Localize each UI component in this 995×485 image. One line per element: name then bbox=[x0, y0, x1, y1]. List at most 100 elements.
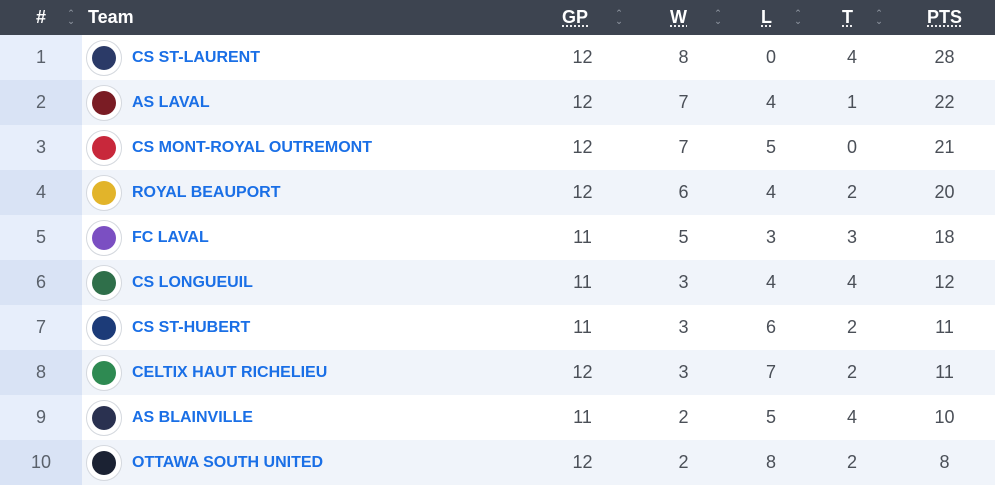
team-logo-icon[interactable] bbox=[86, 399, 122, 436]
rank-cell: 2 bbox=[0, 80, 82, 125]
team-logo-icon[interactable] bbox=[86, 39, 122, 76]
l-cell: 5 bbox=[765, 407, 776, 427]
team-name-link[interactable]: CS ST-LAURENT bbox=[132, 48, 260, 66]
table-row: 9 AS BLAINVILLE 11 2 5 4 10 bbox=[0, 395, 995, 440]
rank-cell: 5 bbox=[0, 215, 82, 260]
team-logo-icon[interactable] bbox=[86, 354, 122, 391]
gp-cell: 11 bbox=[573, 407, 592, 427]
gp-cell: 11 bbox=[573, 272, 592, 292]
pts-cell: 11 bbox=[935, 362, 954, 382]
team-logo-icon[interactable] bbox=[86, 309, 122, 346]
team-crest-icon bbox=[92, 45, 116, 70]
rank-cell: 10 bbox=[0, 440, 82, 485]
sort-icon[interactable]: ⌃ ⌄ bbox=[794, 8, 802, 26]
t-cell: 0 bbox=[846, 137, 857, 157]
w-cell: 6 bbox=[678, 182, 689, 202]
t-column-header[interactable]: T ⌃ ⌄ bbox=[810, 0, 894, 35]
t-cell: 4 bbox=[846, 47, 857, 67]
team-logo-icon[interactable] bbox=[86, 129, 122, 166]
team-name-link[interactable]: FC LAVAL bbox=[132, 228, 209, 246]
gp-cell: 12 bbox=[572, 362, 593, 382]
team-crest-icon bbox=[92, 90, 116, 115]
table-row: 7 CS ST-HUBERT 11 3 6 2 11 bbox=[0, 305, 995, 350]
team-crest-icon bbox=[92, 405, 116, 430]
team-name-link[interactable]: AS LAVAL bbox=[132, 93, 210, 111]
sort-icon[interactable]: ⌃ ⌄ bbox=[67, 8, 75, 26]
l-cell: 8 bbox=[765, 452, 776, 472]
w-column-header[interactable]: W ⌃ ⌄ bbox=[635, 0, 732, 35]
team-logo-icon[interactable] bbox=[86, 84, 122, 121]
team-cell: AS LAVAL bbox=[82, 80, 530, 125]
team-crest-icon bbox=[92, 315, 116, 340]
w-cell: 3 bbox=[678, 362, 689, 382]
team-name-link[interactable]: CS ST-HUBERT bbox=[132, 318, 251, 336]
team-logo-icon[interactable] bbox=[86, 219, 122, 256]
t-cell: 3 bbox=[846, 227, 857, 247]
rank-cell: 6 bbox=[0, 260, 82, 305]
team-cell: OTTAWA SOUTH UNITED bbox=[82, 440, 530, 485]
sort-icon[interactable]: ⌃ ⌄ bbox=[714, 8, 722, 26]
pts-cell: 11 bbox=[935, 317, 954, 337]
sort-icon[interactable]: ⌃ ⌄ bbox=[875, 8, 883, 26]
w-cell: 5 bbox=[678, 227, 689, 247]
gp-cell: 12 bbox=[572, 137, 593, 157]
t-cell: 2 bbox=[846, 362, 857, 382]
pts-cell: 8 bbox=[939, 452, 950, 472]
l-cell: 4 bbox=[765, 92, 776, 112]
team-logo-icon[interactable] bbox=[86, 444, 122, 481]
team-cell: CS ST-LAURENT bbox=[82, 35, 530, 80]
team-name-link[interactable]: OTTAWA SOUTH UNITED bbox=[132, 453, 324, 471]
l-cell: 3 bbox=[765, 227, 776, 247]
pts-cell: 20 bbox=[934, 182, 955, 202]
l-cell: 0 bbox=[765, 47, 776, 67]
l-cell: 4 bbox=[765, 182, 776, 202]
team-crest-icon bbox=[92, 360, 116, 385]
l-cell: 7 bbox=[765, 362, 776, 382]
rank-cell: 4 bbox=[0, 170, 82, 215]
l-cell: 5 bbox=[765, 137, 776, 157]
table-row: 6 CS LONGUEUIL 11 3 4 4 12 bbox=[0, 260, 995, 305]
team-logo-icon[interactable] bbox=[86, 174, 122, 211]
table-row: 5 FC LAVAL 11 5 3 3 18 bbox=[0, 215, 995, 260]
team-header-label: Team bbox=[88, 7, 134, 27]
rank-cell: 1 bbox=[0, 35, 82, 80]
table-row: 4 ROYAL BEAUPORT 12 6 4 2 20 bbox=[0, 170, 995, 215]
l-cell: 4 bbox=[765, 272, 776, 292]
team-name-link[interactable]: AS BLAINVILLE bbox=[132, 408, 253, 426]
team-crest-icon bbox=[92, 135, 116, 160]
w-cell: 3 bbox=[678, 272, 689, 292]
pts-column-header[interactable]: PTS bbox=[894, 0, 995, 35]
table-row: 3 CS MONT-ROYAL OUTREMONT 12 7 5 0 21 bbox=[0, 125, 995, 170]
table-header-row: # ⌃ ⌄ Team GP ⌃ ⌄ W ⌃ ⌄ L ⌃ ⌄ T ⌃ ⌄ bbox=[0, 0, 995, 35]
rank-cell: 9 bbox=[0, 395, 82, 440]
team-cell: CELTIX HAUT RICHELIEU bbox=[82, 350, 530, 395]
team-logo-icon[interactable] bbox=[86, 264, 122, 301]
t-cell: 4 bbox=[846, 272, 857, 292]
gp-header-label: GP bbox=[562, 7, 589, 27]
team-column-header[interactable]: Team bbox=[82, 0, 530, 35]
gp-cell: 11 bbox=[573, 227, 592, 247]
w-cell: 7 bbox=[678, 92, 689, 112]
rank-column-header[interactable]: # ⌃ ⌄ bbox=[0, 0, 82, 35]
gp-cell: 12 bbox=[572, 47, 593, 67]
pts-cell: 10 bbox=[934, 407, 955, 427]
pts-cell: 28 bbox=[934, 47, 955, 67]
gp-column-header[interactable]: GP ⌃ ⌄ bbox=[530, 0, 635, 35]
team-name-link[interactable]: CS MONT-ROYAL OUTREMONT bbox=[132, 138, 373, 156]
team-cell: FC LAVAL bbox=[82, 215, 530, 260]
team-name-link[interactable]: ROYAL BEAUPORT bbox=[132, 183, 281, 201]
rank-cell: 8 bbox=[0, 350, 82, 395]
team-name-link[interactable]: CELTIX HAUT RICHELIEU bbox=[132, 363, 328, 381]
gp-cell: 12 bbox=[572, 92, 593, 112]
team-cell: CS MONT-ROYAL OUTREMONT bbox=[82, 125, 530, 170]
t-cell: 2 bbox=[846, 317, 857, 337]
l-column-header[interactable]: L ⌃ ⌄ bbox=[732, 0, 810, 35]
team-name-link[interactable]: CS LONGUEUIL bbox=[132, 273, 253, 291]
sort-icon[interactable]: ⌃ ⌄ bbox=[615, 8, 623, 26]
pts-header-label: PTS bbox=[927, 7, 963, 27]
pts-cell: 21 bbox=[934, 137, 955, 157]
team-crest-icon bbox=[92, 225, 116, 250]
gp-cell: 11 bbox=[573, 317, 592, 337]
w-header-label: W bbox=[670, 7, 687, 27]
